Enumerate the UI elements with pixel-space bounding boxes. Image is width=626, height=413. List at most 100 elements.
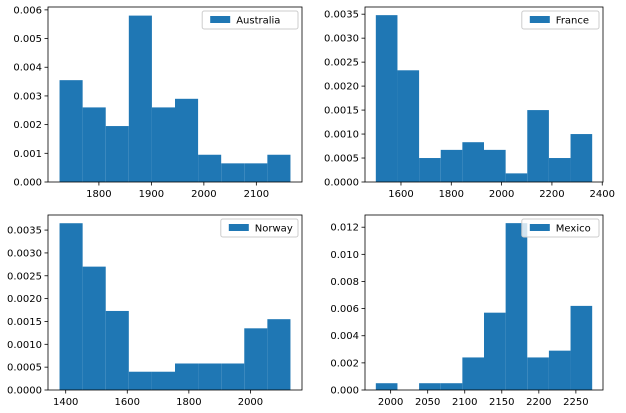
y-tick-label-mexico-4: 0.006 xyxy=(330,304,359,315)
x-tick-label-mexico-5: 2200 xyxy=(526,397,551,408)
y-tick-label-mexico-1: 0.000 xyxy=(330,386,359,397)
y-tick-label-mexico-3: 0.004 xyxy=(330,331,359,342)
legend-box-mexico xyxy=(521,218,600,238)
y-tick-label-mexico-7: 0.012 xyxy=(330,223,359,234)
histogram-bar-mexico-10 xyxy=(570,305,593,390)
x-tick-label-mexico-4: 2150 xyxy=(489,397,514,408)
x-tick-label-france-1: 1600 xyxy=(388,189,413,200)
histogram-bar-norway-7 xyxy=(198,363,222,390)
histogram-bar-mexico-6 xyxy=(484,312,506,390)
x-tick-label-france-4: 2200 xyxy=(539,189,564,200)
histogram-bar-mexico-4 xyxy=(440,383,463,390)
y-tick-label-norway-7: 0.0030 xyxy=(7,248,42,259)
legend-label-mexico: Mexico xyxy=(556,224,591,235)
legend-swatch-france xyxy=(529,16,550,23)
histogram-bar-france-2 xyxy=(397,70,420,182)
y-tick-label-france-1: 0.0000 xyxy=(324,178,359,189)
histogram-bar-norway-4 xyxy=(128,371,152,390)
x-tick-label-france-2: 1800 xyxy=(439,189,464,200)
x-tick-label-mexico-2: 2050 xyxy=(415,397,440,408)
histogram-bar-australia-10 xyxy=(267,154,291,182)
subplot-france: 1600 1800 2000 2200 2400 0.0000 0.0005 0.0010 0.… xyxy=(324,6,615,200)
y-tick-label-france-5: 0.0020 xyxy=(324,82,359,93)
legend-swatch-australia xyxy=(210,16,231,23)
legend-box-france xyxy=(521,10,600,30)
legend-box-norway xyxy=(220,218,299,238)
histogram-bar-australia-8 xyxy=(221,163,245,182)
y-tick-label-australia-5: 0.004 xyxy=(13,63,42,74)
y-tick-label-france-3: 0.0010 xyxy=(324,130,359,141)
x-tick-label-france-5: 2400 xyxy=(590,189,615,200)
y-tick-label-france-2: 0.0005 xyxy=(324,154,359,165)
subplot-norway: 1400 1600 1800 2000 0.0000 0.0005 0.0010 0.0015… xyxy=(7,214,303,408)
legend-norway: Norway xyxy=(220,218,299,238)
x-tick-label-mexico-3: 2100 xyxy=(452,397,477,408)
y-tick-label-france-8: 0.0035 xyxy=(324,10,359,21)
histogram-bar-france-8 xyxy=(527,110,549,182)
y-tick-label-norway-6: 0.0025 xyxy=(7,271,42,282)
histogram-bar-mexico-7 xyxy=(505,223,528,390)
legend-label-france: France xyxy=(556,16,589,27)
legend-label-australia: Australia xyxy=(236,16,280,27)
y-tick-label-mexico-2: 0.002 xyxy=(330,358,359,369)
histogram-bar-australia-5 xyxy=(151,107,175,182)
histogram-bar-france-9 xyxy=(548,158,571,182)
axes-frame-france xyxy=(364,6,604,183)
axes-frame-norway xyxy=(47,214,303,391)
x-tick-label-norway-1: 1400 xyxy=(53,397,78,408)
histogram-bar-norway-5 xyxy=(151,371,175,390)
y-tick-label-france-4: 0.0015 xyxy=(324,106,359,117)
y-tick-label-australia-7: 0.006 xyxy=(13,5,42,16)
y-tick-label-norway-2: 0.0005 xyxy=(7,363,42,374)
histogram-bar-france-10 xyxy=(570,134,593,182)
histogram-bar-norway-8 xyxy=(221,363,245,390)
histogram-bar-mexico-3 xyxy=(419,383,441,390)
histogram-bar-australia-2 xyxy=(82,107,106,182)
y-tick-label-norway-1: 0.0000 xyxy=(7,386,42,397)
histogram-bar-australia-7 xyxy=(198,154,222,182)
histogram-bar-france-7 xyxy=(505,173,528,182)
histogram-bar-norway-10 xyxy=(267,319,291,390)
legend-mexico: Mexico xyxy=(521,218,600,238)
x-tick-label-australia-1: 1800 xyxy=(86,189,111,200)
histogram-bar-australia-6 xyxy=(175,98,199,182)
y-tick-label-australia-3: 0.002 xyxy=(13,120,42,131)
histogram-bar-norway-3 xyxy=(105,310,129,390)
histogram-bar-france-6 xyxy=(484,149,506,182)
legend-box-australia xyxy=(201,10,299,30)
y-tick-label-norway-3: 0.0010 xyxy=(7,340,42,351)
histogram-bar-mexico-9 xyxy=(548,350,571,390)
histogram-bar-norway-6 xyxy=(175,363,199,390)
histogram-bar-australia-3 xyxy=(105,126,129,182)
y-tick-label-australia-2: 0.001 xyxy=(13,149,42,160)
x-tick-label-australia-4: 2100 xyxy=(244,189,269,200)
histogram-bar-france-1 xyxy=(375,15,398,183)
histogram-bar-norway-2 xyxy=(82,266,106,390)
x-tick-label-australia-2: 1900 xyxy=(139,189,164,200)
y-tick-label-australia-4: 0.003 xyxy=(13,91,42,102)
histogram-bar-france-5 xyxy=(462,142,484,182)
histogram-bar-australia-9 xyxy=(244,163,268,182)
histogram-bar-australia-1 xyxy=(59,80,83,182)
x-tick-label-mexico-1: 2000 xyxy=(378,397,403,408)
legend-swatch-mexico xyxy=(529,224,550,231)
x-tick-label-norway-2: 1600 xyxy=(115,397,140,408)
y-tick-label-france-7: 0.0030 xyxy=(324,34,359,45)
histogram-bar-norway-9 xyxy=(244,328,268,390)
subplot-australia: 1800 1900 2000 2100 0.000 0.001 0.002 0.003 0.00… xyxy=(13,5,303,200)
histogram-bar-mexico-8 xyxy=(527,357,549,390)
legend-label-norway: Norway xyxy=(255,224,293,235)
histogram-bar-mexico-5 xyxy=(462,357,484,390)
histogram-bar-norway-1 xyxy=(59,223,83,390)
legend-france: France xyxy=(521,10,600,30)
x-tick-label-france-3: 2000 xyxy=(489,189,514,200)
y-tick-label-norway-5: 0.0020 xyxy=(7,294,42,305)
legend-swatch-norway xyxy=(228,224,249,231)
histogram-bar-france-3 xyxy=(419,158,441,182)
x-tick-label-australia-3: 2000 xyxy=(191,189,216,200)
histogram-bar-mexico-1 xyxy=(375,383,398,390)
axes-frame-mexico xyxy=(364,214,604,391)
y-tick-label-australia-6: 0.005 xyxy=(13,34,42,45)
